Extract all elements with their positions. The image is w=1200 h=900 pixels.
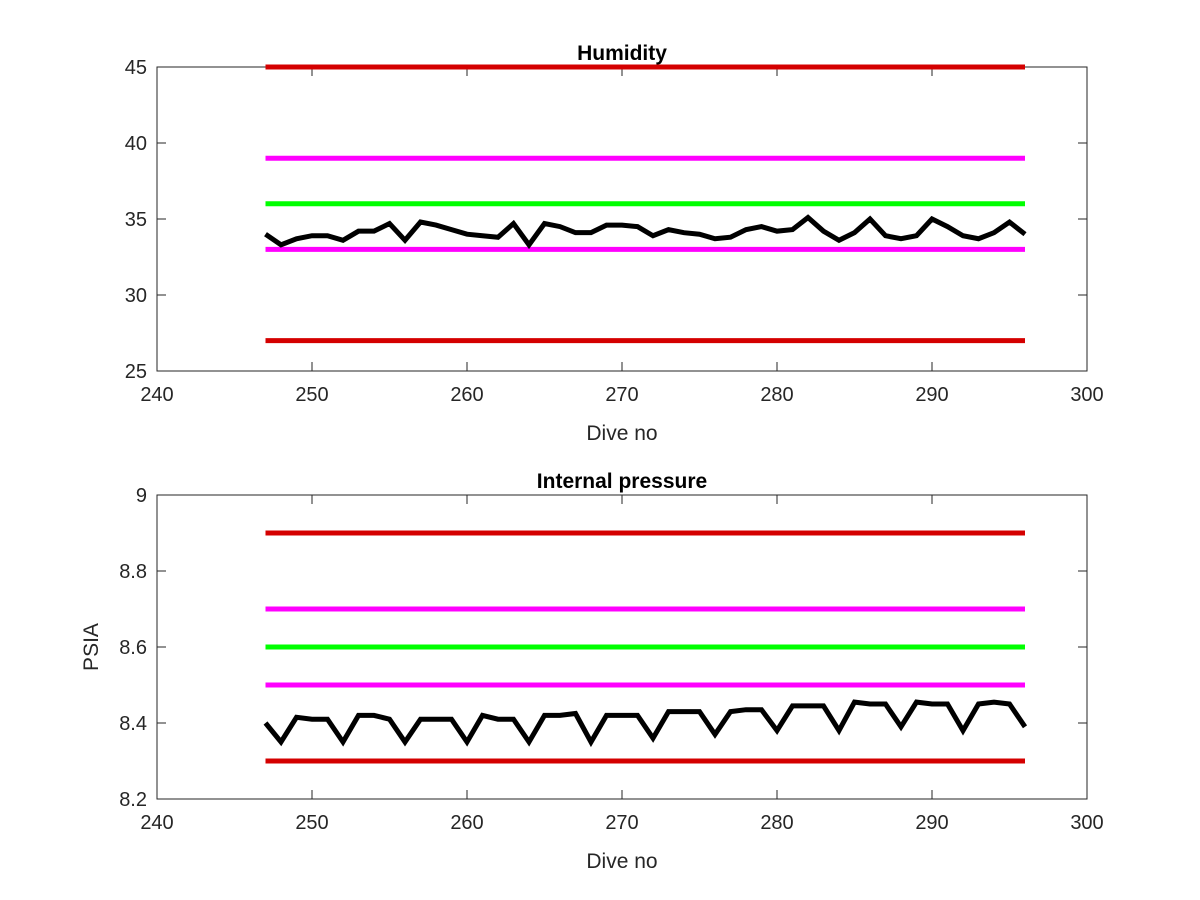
chart-1-ytick-label: 35 bbox=[125, 209, 147, 231]
chart-2-ylabel: PSIA bbox=[80, 623, 103, 671]
chart-2-xtick-label: 240 bbox=[140, 812, 173, 834]
chart-1-xtick-label: 270 bbox=[605, 384, 638, 406]
chart-1: 240 250 260 270 280 290 300 25 30 35 40 45 Humidity D… bbox=[125, 42, 1104, 445]
chart-2-ytick-label: 8.2 bbox=[119, 789, 147, 811]
chart-2-ytick-label: 8.4 bbox=[119, 713, 147, 735]
chart-1-ytick-label: 30 bbox=[125, 285, 147, 307]
chart-2-xtick-label: 270 bbox=[605, 812, 638, 834]
chart-1-xtick-label: 250 bbox=[295, 384, 328, 406]
chart-2-ytick-label: 9 bbox=[136, 485, 147, 507]
chart-2-xtick-label: 250 bbox=[295, 812, 328, 834]
chart-1-ytick-label: 40 bbox=[125, 133, 147, 155]
chart-1-xtick-label: 290 bbox=[915, 384, 948, 406]
chart-1-ytick-label: 45 bbox=[125, 57, 147, 79]
chart-1-xtick-label: 300 bbox=[1070, 384, 1103, 406]
chart-2-ytick-label: 8.6 bbox=[119, 637, 147, 659]
chart-1-ytick-label: 25 bbox=[125, 361, 147, 383]
chart-2-xtick-label: 280 bbox=[760, 812, 793, 834]
chart-1-axes-box bbox=[156, 66, 1088, 372]
chart-2-xtick-label: 290 bbox=[915, 812, 948, 834]
chart-1-xtick-label: 260 bbox=[450, 384, 483, 406]
chart-1-series-line-1 bbox=[264, 214, 1027, 250]
chart-2-xlabel: Dive no bbox=[586, 850, 657, 873]
chart-2-title: Internal pressure bbox=[537, 470, 707, 493]
chart-1-xtick-label: 240 bbox=[140, 384, 173, 406]
chart-2-ytick-label: 8.8 bbox=[119, 561, 147, 583]
chart-2-xtick-label: 300 bbox=[1070, 812, 1103, 834]
chart-1-title: Humidity bbox=[577, 42, 667, 65]
chart-2-xtick-label: 260 bbox=[450, 812, 483, 834]
chart-1-xtick-label: 280 bbox=[760, 384, 793, 406]
chart-2: 240 250 260 270 280 290 300 8.2 8.4 8.6 8.8 9 Intern… bbox=[80, 470, 1104, 873]
chart-2-series-line-1 bbox=[263, 699, 1028, 748]
chart-1-xlabel: Dive no bbox=[586, 422, 657, 445]
